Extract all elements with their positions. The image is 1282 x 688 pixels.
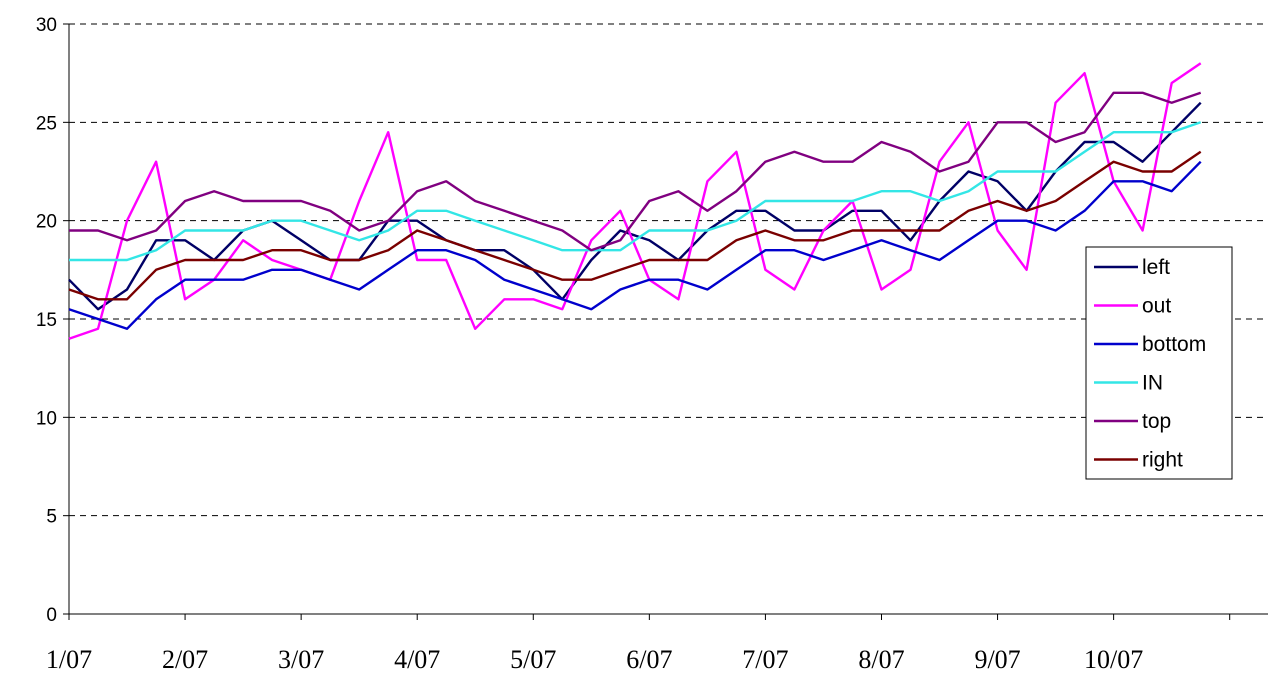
legend-label: bottom [1142, 333, 1206, 356]
x-tick-label: 7/07 [742, 645, 788, 674]
y-tick-label: 20 [36, 212, 57, 233]
series-line-right [68, 150, 1202, 301]
legend-box [1085, 246, 1233, 480]
legend-label: right [1142, 449, 1183, 472]
x-tick-label: 3/07 [278, 645, 324, 674]
series-line-in [69, 121, 1202, 262]
y-tick-labels: 0 5 10 15 20 25 30 [36, 15, 57, 626]
legend-label: out [1142, 295, 1171, 318]
x-tick-label: 1/07 [46, 645, 92, 674]
x-tick-label: 4/07 [394, 645, 440, 674]
series-lines [68, 62, 1202, 340]
x-tick-label: 6/07 [626, 645, 672, 674]
y-tick-label: 0 [46, 605, 57, 626]
x-tick-label: 5/07 [510, 645, 556, 674]
axes [63, 23, 1268, 620]
y-tick-label: 5 [46, 507, 57, 528]
series-line-left [68, 101, 1202, 311]
legend: left out bottom IN top right [1085, 246, 1233, 480]
x-tick-labels: 1/07 2/07 3/07 4/07 5/07 6/07 7/07 8/07 9/07 10/0… [46, 645, 1143, 674]
series-line-bottom [68, 160, 1202, 330]
y-tick-label: 30 [36, 15, 57, 36]
legend-label: IN [1142, 372, 1163, 395]
y-tick-label: 15 [36, 310, 57, 331]
series-line-top [69, 91, 1202, 252]
legend-label: top [1142, 410, 1171, 433]
y-tick-label: 25 [36, 113, 57, 134]
x-tick-label: 8/07 [858, 645, 904, 674]
series-line-out [68, 62, 1202, 340]
y-tick-label: 10 [36, 408, 57, 429]
legend-label: left [1142, 256, 1170, 279]
x-tick-label: 9/07 [974, 645, 1020, 674]
x-tick-label: 10/07 [1084, 645, 1143, 674]
x-tick-label: 2/07 [162, 645, 208, 674]
